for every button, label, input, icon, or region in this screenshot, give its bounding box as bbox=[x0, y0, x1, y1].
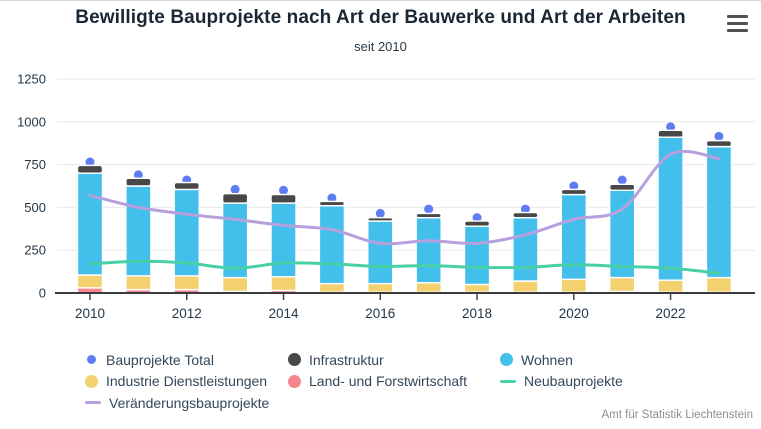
total-point[interactable] bbox=[327, 193, 337, 203]
x-axis-label: 2014 bbox=[268, 306, 299, 321]
bar-segment-infrastruktur[interactable] bbox=[415, 212, 442, 219]
total-point[interactable] bbox=[472, 213, 482, 223]
bar-segment-industrie-dienstleistungen[interactable] bbox=[463, 283, 491, 293]
bar-segment-industrie-dienstleistungen[interactable] bbox=[76, 274, 104, 289]
y-axis-label: 750 bbox=[24, 157, 46, 172]
y-axis-label: 500 bbox=[24, 200, 46, 215]
hamburger-bar bbox=[727, 21, 748, 26]
bar-segment-industrie-dienstleistungen[interactable] bbox=[512, 280, 539, 293]
total-point[interactable] bbox=[375, 208, 385, 218]
x-axis-label: 2022 bbox=[656, 306, 686, 321]
total-point[interactable] bbox=[424, 204, 434, 214]
bar-segment-industrie-dienstleistungen[interactable] bbox=[560, 278, 587, 293]
bar-segment-infrastruktur[interactable] bbox=[270, 193, 297, 204]
legend-label: Land- und Forstwirtschaft bbox=[309, 373, 467, 390]
chart-legend: Bauprojekte Total Infrastruktur Wohnen Indu… bbox=[85, 349, 623, 414]
bar-segment-industrie-dienstleistungen[interactable] bbox=[415, 282, 442, 293]
total-point[interactable] bbox=[279, 185, 289, 195]
bar-segment-industrie-dienstleistungen[interactable] bbox=[705, 276, 733, 293]
bar-segment-wohnen[interactable] bbox=[270, 202, 297, 278]
total-point[interactable] bbox=[617, 175, 627, 185]
legend-label: Bauprojekte Total bbox=[106, 351, 214, 368]
bar-segment-infrastruktur[interactable] bbox=[367, 216, 394, 222]
legend-line-swatch-icon bbox=[85, 401, 101, 405]
total-point[interactable] bbox=[133, 170, 143, 180]
total-point[interactable] bbox=[714, 131, 724, 141]
bar-segment-wohnen[interactable] bbox=[705, 145, 733, 279]
total-point[interactable] bbox=[666, 122, 676, 132]
bar-segment-infrastruktur[interactable] bbox=[657, 129, 684, 138]
bar-segment-industrie-dienstleistungen[interactable] bbox=[221, 276, 249, 292]
legend-item-ver-nderungsbauprojekte[interactable]: Veränderungsbauprojekte bbox=[85, 395, 288, 411]
legend-label: Industrie Dienstleistungen bbox=[106, 373, 268, 390]
bar-segment-wohnen[interactable] bbox=[415, 216, 442, 284]
x-axis-label: 2020 bbox=[559, 306, 589, 321]
bar-segment-wohnen[interactable] bbox=[318, 204, 346, 285]
legend-circle-swatch-icon bbox=[288, 374, 301, 388]
total-point[interactable] bbox=[230, 184, 240, 194]
chart-header: Bewilligte Bauprojekte nach Art der Bauw… bbox=[0, 7, 761, 29]
bar-segment-wohnen[interactable] bbox=[608, 189, 636, 279]
chart-subtitle: seit 2010 bbox=[354, 39, 407, 54]
bar-segment-infrastruktur[interactable] bbox=[512, 211, 539, 219]
bar-segment-infrastruktur[interactable] bbox=[173, 181, 200, 191]
bar-segment-industrie-dienstleistungen[interactable] bbox=[367, 282, 394, 293]
bar-segment-wohnen[interactable] bbox=[76, 172, 104, 276]
legend-line-swatch-icon bbox=[500, 379, 516, 383]
bar-segment-wohnen[interactable] bbox=[560, 193, 587, 281]
bar-segment-wohnen[interactable] bbox=[512, 216, 539, 282]
legend-circle-swatch-icon bbox=[288, 353, 301, 367]
x-axis-label: 2012 bbox=[172, 306, 202, 321]
total-point[interactable] bbox=[569, 181, 579, 191]
x-axis-label: 2018 bbox=[462, 306, 492, 321]
bar-segment-industrie-dienstleistungen[interactable] bbox=[173, 275, 200, 291]
legend-label: Wohnen bbox=[521, 351, 573, 368]
bar-segment-industrie-dienstleistungen[interactable] bbox=[657, 279, 684, 293]
x-axis-label: 2016 bbox=[365, 306, 395, 321]
bar-segment-wohnen[interactable] bbox=[657, 136, 684, 281]
bar-segment-wohnen[interactable] bbox=[463, 225, 491, 286]
total-point[interactable] bbox=[520, 204, 530, 214]
bar-segment-industrie-dienstleistungen[interactable] bbox=[608, 276, 636, 292]
line-neubauprojekte[interactable] bbox=[88, 259, 721, 275]
legend-item-infrastruktur[interactable]: Infrastruktur bbox=[288, 352, 500, 368]
bar-segment-infrastruktur[interactable] bbox=[318, 200, 346, 207]
line-ver-nderungsbauprojekte[interactable] bbox=[88, 149, 721, 246]
legend-item-neubauprojekte[interactable]: Neubauprojekte bbox=[500, 373, 623, 389]
chart-title: Bewilligte Bauprojekte nach Art der Bauw… bbox=[75, 7, 686, 28]
legend-item-industrie-dienstleistungen[interactable]: Industrie Dienstleistungen bbox=[85, 373, 288, 389]
hamburger-bar bbox=[727, 28, 748, 32]
legend-item-land-und-forstwirtschaft[interactable]: Land- und Forstwirtschaft bbox=[288, 373, 500, 389]
legend-label: Veränderungsbauprojekte bbox=[109, 394, 270, 411]
bar-segment-industrie-dienstleistungen[interactable] bbox=[125, 275, 152, 291]
legend-label: Neubauprojekte bbox=[524, 373, 623, 390]
bar-segment-infrastruktur[interactable] bbox=[705, 139, 733, 148]
bar-segment-wohnen[interactable] bbox=[367, 220, 394, 285]
hamburger-menu-icon[interactable] bbox=[727, 15, 748, 32]
hamburger-bar bbox=[727, 15, 748, 19]
legend-item-wohnen[interactable]: Wohnen bbox=[500, 352, 623, 368]
y-axis-label: 0 bbox=[39, 286, 46, 301]
source-attribution: Amt für Statistik Liechtenstein bbox=[601, 409, 753, 421]
bar-segment-infrastruktur[interactable] bbox=[125, 177, 152, 187]
y-axis-label: 1000 bbox=[17, 114, 46, 129]
chart-plot-area[interactable]: 0 250 500 750 1000 1250 2010 2012 2014 2016 2018 20… bbox=[0, 1, 761, 341]
bar-segment-infrastruktur[interactable] bbox=[608, 183, 636, 191]
x-axis-label: 2010 bbox=[75, 306, 105, 321]
legend-item-bauprojekte-total[interactable]: Bauprojekte Total bbox=[85, 352, 288, 368]
bar-segment-infrastruktur[interactable] bbox=[76, 164, 104, 174]
total-point[interactable] bbox=[85, 157, 95, 167]
legend-circle-swatch-icon bbox=[500, 353, 513, 367]
legend-label: Infrastruktur bbox=[309, 351, 384, 368]
bar-segment-infrastruktur[interactable] bbox=[560, 188, 587, 196]
legend-circle-swatch-icon bbox=[87, 355, 96, 365]
legend-circle-swatch-icon bbox=[85, 374, 98, 388]
y-axis-label: 1250 bbox=[17, 72, 46, 87]
bar-segment-industrie-dienstleistungen[interactable] bbox=[270, 276, 297, 292]
bar-segment-infrastruktur[interactable] bbox=[463, 220, 491, 227]
bar-segment-industrie-dienstleistungen[interactable] bbox=[318, 282, 346, 293]
bar-segment-infrastruktur[interactable] bbox=[221, 193, 249, 204]
bar-segment-wohnen[interactable] bbox=[221, 202, 249, 279]
y-axis-label: 250 bbox=[24, 243, 46, 258]
